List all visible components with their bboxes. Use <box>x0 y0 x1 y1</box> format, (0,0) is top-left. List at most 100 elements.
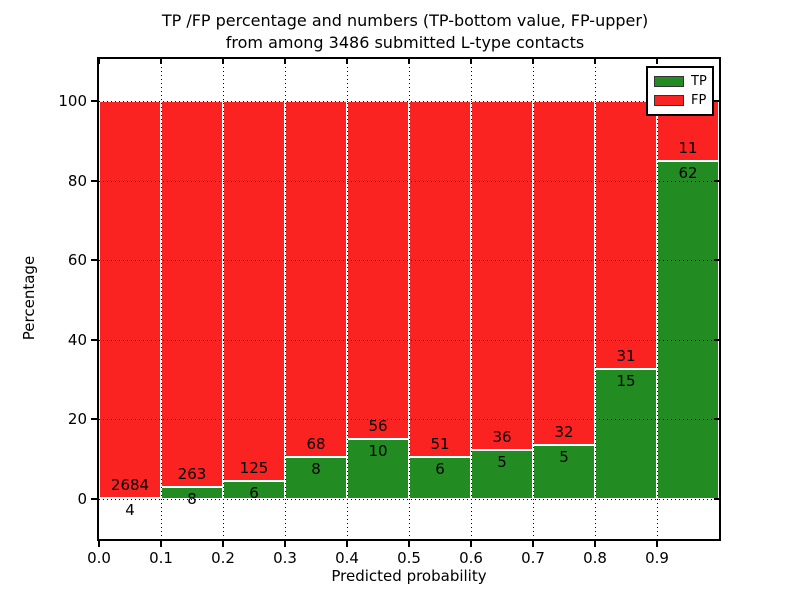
vertical-gridline <box>408 59 410 539</box>
tp-legend-label: TP <box>691 74 707 89</box>
fp-count-label: 36 <box>492 428 512 447</box>
y-tick-mark <box>91 179 98 182</box>
x-tick-mark <box>408 541 410 547</box>
bar-fp-segment <box>285 101 347 458</box>
y-tick-label: 20 <box>67 410 87 429</box>
bar-fp-segment <box>161 101 223 488</box>
bar-tp-segment <box>285 457 347 499</box>
x-tick-mark-top <box>222 59 224 64</box>
x-tick-mark-top <box>346 59 348 64</box>
horizontal-gridline <box>99 419 719 421</box>
y-tick-label: 40 <box>67 330 87 349</box>
x-tick-mark <box>470 541 472 547</box>
tp-count-label: 15 <box>616 372 636 391</box>
fp-count-label: 56 <box>368 416 388 435</box>
x-tick-mark <box>160 541 162 547</box>
horizontal-gridline <box>99 339 719 341</box>
y-tick-mark-right <box>714 338 719 341</box>
x-tick-label: 0.8 <box>583 549 607 567</box>
tp-count-label: 10 <box>368 441 388 460</box>
fp-count-label: 68 <box>306 435 326 454</box>
plot-area <box>99 59 719 539</box>
y-tick-label: 60 <box>67 251 87 270</box>
y-tick-mark-right <box>714 259 719 262</box>
y-tick-label: 0 <box>77 490 87 508</box>
x-tick-mark-top <box>408 59 410 64</box>
fp-count-label: 51 <box>430 435 450 454</box>
x-tick-label: 0.9 <box>645 549 669 567</box>
bar-fp-segment <box>595 101 657 370</box>
x-tick-mark-top <box>656 59 658 64</box>
vertical-gridline <box>222 59 224 539</box>
y-axis-label: Percentage <box>20 255 38 341</box>
x-tick-label: 0.2 <box>211 549 235 567</box>
legend-row-fp: FP <box>654 91 706 110</box>
x-tick-label: 0.7 <box>521 549 545 567</box>
bar-tp-segment <box>471 450 533 499</box>
fp-legend-swatch <box>654 95 684 106</box>
x-tick-mark <box>346 541 348 547</box>
x-tick-mark-top <box>98 59 100 64</box>
vertical-gridline <box>532 59 534 539</box>
x-tick-mark-top <box>160 59 162 64</box>
y-tick-mark-right <box>714 179 719 182</box>
fp-count-label: 31 <box>616 347 636 366</box>
x-tick-label: 0.6 <box>459 549 483 567</box>
tp-count-label: 6 <box>249 483 259 502</box>
x-tick-mark-top <box>532 59 534 64</box>
fp-legend-label: FP <box>691 93 707 108</box>
vertical-gridline <box>594 59 596 539</box>
bar-tp-segment <box>347 438 409 499</box>
vertical-gridline <box>470 59 472 539</box>
fp-count-label: 2684 <box>110 476 150 495</box>
fp-count-label: 263 <box>177 465 207 484</box>
y-tick-mark <box>91 338 98 341</box>
y-tick-mark <box>91 100 98 102</box>
horizontal-gridline <box>99 499 719 500</box>
tp-count-label: 8 <box>311 460 321 479</box>
tp-count-label: 4 <box>125 501 135 520</box>
bar-tp-segment <box>657 160 719 499</box>
x-tick-mark-top <box>470 59 472 64</box>
y-tick-label: 80 <box>67 171 87 190</box>
horizontal-gridline <box>99 101 719 102</box>
x-axis-label: Predicted probability <box>331 567 487 585</box>
y-tick-mark <box>91 498 98 500</box>
fp-count-label: 125 <box>239 458 269 477</box>
y-tick-mark <box>91 418 98 421</box>
vertical-gridline <box>160 59 162 539</box>
legend: TP FP <box>646 66 714 116</box>
x-tick-label: 0.5 <box>397 549 421 567</box>
x-tick-label: 0.1 <box>149 549 173 567</box>
tp-legend-swatch <box>654 76 684 87</box>
bar-fp-segment <box>347 101 409 439</box>
chart-title: TP /FP percentage and numbers (TP-bottom… <box>0 10 800 54</box>
y-tick-mark <box>91 259 98 262</box>
chart-title-line1: TP /FP percentage and numbers (TP-bottom… <box>161 11 649 30</box>
x-tick-mark-top <box>594 59 596 64</box>
vertical-gridline <box>656 59 658 539</box>
vertical-gridline <box>346 59 348 539</box>
x-tick-label: 0.3 <box>273 549 297 567</box>
bar-fp-segment <box>533 101 595 446</box>
bar-tp-segment <box>533 445 595 499</box>
horizontal-gridline <box>99 180 719 182</box>
tp-count-label: 8 <box>187 490 197 509</box>
tp-count-label: 5 <box>497 453 507 472</box>
bar-fp-segment <box>471 101 533 451</box>
x-tick-label: 0.0 <box>87 549 111 567</box>
tp-count-label: 62 <box>678 163 698 182</box>
x-tick-mark <box>656 541 658 547</box>
y-tick-mark-right <box>714 418 719 421</box>
bar-tp-segment <box>409 457 471 499</box>
bar-fp-segment <box>223 101 285 481</box>
horizontal-gridline <box>99 260 719 262</box>
y-tick-label: 100 <box>58 92 87 110</box>
x-tick-mark <box>222 541 224 547</box>
tp-count-label: 6 <box>435 460 445 479</box>
x-tick-mark <box>98 541 100 547</box>
chart-title-line2: from among 3486 submitted L-type contact… <box>225 33 585 52</box>
vertical-gridline <box>284 59 286 539</box>
x-tick-mark <box>532 541 534 547</box>
